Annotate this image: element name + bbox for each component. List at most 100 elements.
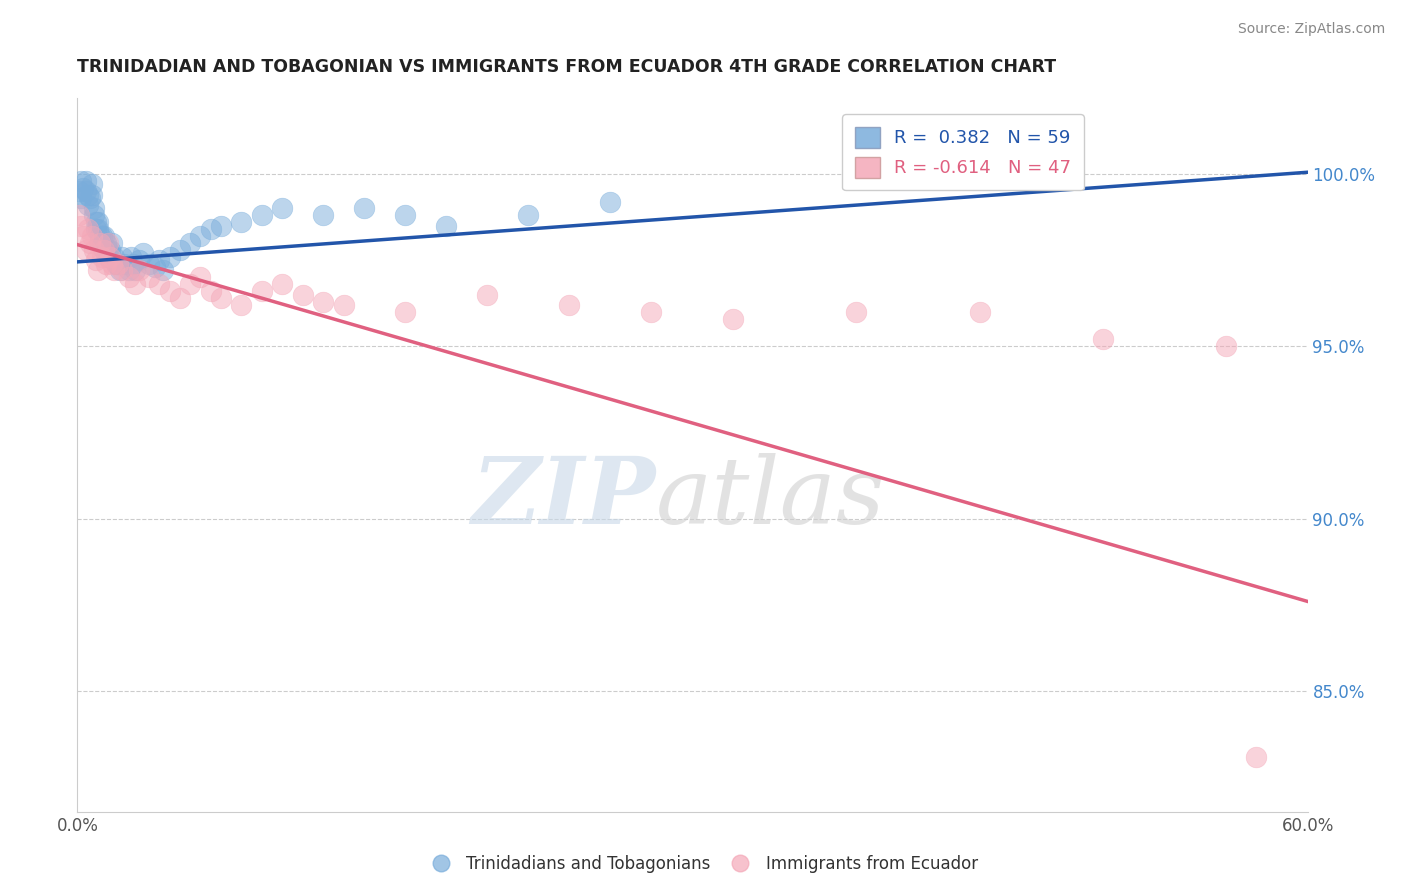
Point <box>75 174 97 188</box>
Point <box>76 222 98 236</box>
Point <box>1215 339 1237 353</box>
Point <box>128 263 150 277</box>
Point <box>271 277 294 292</box>
Point <box>1246 749 1268 764</box>
Point <box>93 243 115 257</box>
Point <box>599 194 621 209</box>
Point <box>70 174 93 188</box>
Point <box>312 294 335 309</box>
Point <box>291 287 314 301</box>
Text: Source: ZipAtlas.com: Source: ZipAtlas.com <box>1237 22 1385 37</box>
Point <box>188 229 212 244</box>
Point <box>231 298 253 312</box>
Point <box>84 253 107 268</box>
Point <box>640 305 662 319</box>
Text: TRINIDADIAN AND TOBAGONIAN VS IMMIGRANTS FROM ECUADOR 4TH GRADE CORRELATION CHAR: TRINIDADIAN AND TOBAGONIAN VS IMMIGRANTS… <box>77 58 1056 76</box>
Point <box>97 243 120 257</box>
Point <box>110 263 132 277</box>
Text: ZIP: ZIP <box>471 453 655 542</box>
Point <box>138 270 160 285</box>
Point <box>845 305 868 319</box>
Point <box>152 263 174 277</box>
Point <box>80 187 103 202</box>
Point <box>76 198 98 212</box>
Point <box>97 250 120 264</box>
Point <box>333 298 356 312</box>
Point <box>200 222 222 236</box>
Point <box>84 215 107 229</box>
Point <box>723 311 745 326</box>
Point <box>271 202 294 216</box>
Point <box>200 284 222 298</box>
Point <box>1091 333 1114 347</box>
Point <box>169 243 191 257</box>
Point <box>107 257 129 271</box>
Point <box>117 263 139 277</box>
Point <box>209 291 232 305</box>
Point <box>250 208 273 222</box>
Point <box>132 246 155 260</box>
Point <box>70 219 93 233</box>
Point <box>124 263 146 277</box>
Point <box>394 208 416 222</box>
Point <box>75 184 97 198</box>
Point <box>83 243 105 257</box>
Point <box>209 219 232 233</box>
Point <box>89 235 111 250</box>
Point <box>250 284 273 298</box>
Point <box>76 187 98 202</box>
Point <box>75 243 97 257</box>
Point <box>98 250 121 264</box>
Point <box>179 235 201 250</box>
Point <box>120 250 142 264</box>
Point <box>97 235 120 250</box>
Point <box>169 291 191 305</box>
Point <box>128 253 150 268</box>
Point <box>107 257 129 271</box>
Point <box>80 229 103 244</box>
Point <box>70 191 93 205</box>
Point <box>436 219 458 233</box>
Point <box>138 257 160 271</box>
Point <box>93 229 115 244</box>
Point <box>159 250 181 264</box>
Point <box>517 208 540 222</box>
Point <box>90 239 114 253</box>
Point <box>89 229 111 244</box>
Point <box>114 257 136 271</box>
Point <box>179 277 201 292</box>
Text: atlas: atlas <box>655 453 884 542</box>
Point <box>101 257 124 271</box>
Point <box>101 235 124 250</box>
Point <box>90 250 114 264</box>
Point <box>558 298 581 312</box>
Point <box>87 222 110 236</box>
Point <box>87 215 110 229</box>
Point <box>89 235 111 250</box>
Point <box>103 263 125 277</box>
Point <box>83 208 105 222</box>
Point <box>93 243 115 257</box>
Point <box>72 229 94 244</box>
Point <box>143 260 166 274</box>
Point <box>353 202 375 216</box>
Point <box>67 184 90 198</box>
Point <box>94 257 117 271</box>
Point <box>231 215 253 229</box>
Point <box>80 178 103 192</box>
Point <box>117 270 139 285</box>
Point <box>159 284 181 298</box>
Point <box>98 243 121 257</box>
Point <box>79 191 101 205</box>
Point <box>105 257 128 271</box>
Point <box>148 253 170 268</box>
Point <box>477 287 499 301</box>
Legend: R =  0.382   N = 59, R = -0.614   N = 47: R = 0.382 N = 59, R = -0.614 N = 47 <box>842 114 1084 190</box>
Point <box>83 202 105 216</box>
Point <box>188 270 212 285</box>
Point <box>94 235 117 250</box>
Point <box>124 277 146 292</box>
Point <box>121 257 143 271</box>
Point <box>79 235 101 250</box>
Point <box>148 277 170 292</box>
